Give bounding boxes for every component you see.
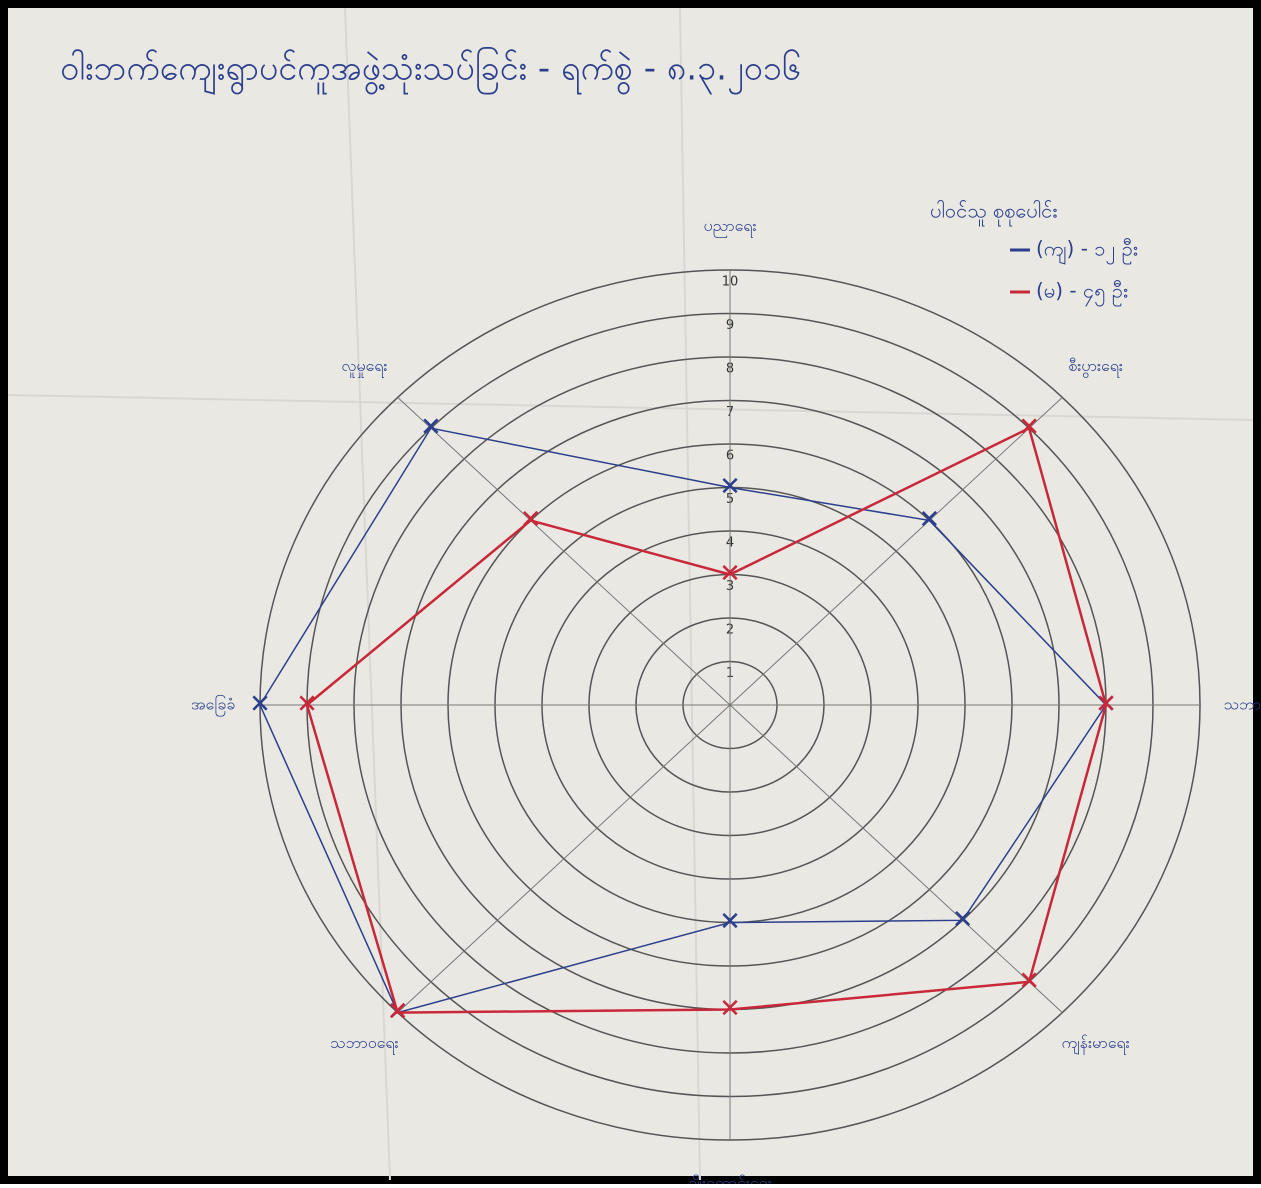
axis-label: သဘာဝ bbox=[1224, 695, 1261, 714]
point-marker: ✕ bbox=[1018, 966, 1040, 996]
point-marker: ✕ bbox=[1095, 690, 1117, 720]
page: ဝါးဘက်ကျေးရွာပင်ကူအဖွဲ့သုံးသပ်ခြင်း - ရက… bbox=[0, 0, 1261, 1188]
axis-label: စီးပွားရေး bbox=[1068, 356, 1123, 378]
axis-label: လူမှုရေး bbox=[341, 356, 387, 378]
legend-label: (မ) - ၄၅ ဦး bbox=[1036, 279, 1128, 307]
legend-title: ပါဝင်သူ စုစုပေါင်း bbox=[930, 199, 1057, 227]
axis-label: ပညာရေး bbox=[703, 216, 756, 238]
point-marker: ✕ bbox=[719, 472, 741, 502]
point-marker: ✕ bbox=[919, 505, 941, 535]
point-marker: ✕ bbox=[387, 997, 409, 1027]
point-marker: ✕ bbox=[296, 690, 318, 720]
axis-label: ချိုးကောင်းရေး bbox=[688, 1173, 772, 1184]
point-marker: ✕ bbox=[249, 690, 271, 720]
axis-label: အခြေခံ bbox=[191, 695, 235, 717]
point-marker: ✕ bbox=[1018, 413, 1040, 443]
point-marker: ✕ bbox=[719, 994, 741, 1024]
axis-label: သဘာဝရေး bbox=[330, 1033, 398, 1055]
point-marker: ✕ bbox=[952, 905, 974, 935]
point-marker: ✕ bbox=[520, 505, 542, 535]
point-marker: ✕ bbox=[719, 559, 741, 589]
point-marker: ✕ bbox=[420, 413, 442, 443]
axis-label: ကျန်းမာရေး bbox=[1061, 1033, 1129, 1055]
legend-label: (ကျ) - ၁၂ ဦး bbox=[1036, 237, 1138, 265]
paper bbox=[4, 4, 1257, 1180]
point-marker: ✕ bbox=[719, 907, 741, 937]
chart-title: ဝါးဘက်ကျေးရွာပင်ကူအဖွဲ့သုံးသပ်ခြင်း - ရက… bbox=[60, 49, 801, 95]
chart: ဝါးဘက်ကျေးရွာပင်ကူအဖွဲ့သုံးသပ်ခြင်း - ရက… bbox=[0, 0, 1261, 1184]
